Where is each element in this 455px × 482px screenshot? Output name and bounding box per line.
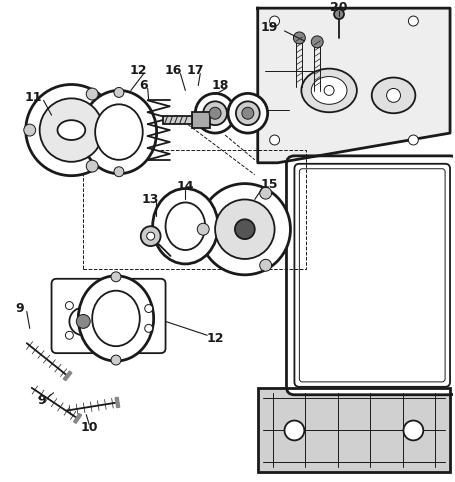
Ellipse shape	[26, 84, 117, 175]
Circle shape	[114, 87, 124, 97]
Text: 16: 16	[165, 64, 182, 77]
Ellipse shape	[81, 91, 157, 174]
Text: 19: 19	[261, 22, 278, 35]
FancyBboxPatch shape	[51, 279, 166, 353]
Circle shape	[324, 85, 334, 95]
Text: 14: 14	[177, 180, 194, 193]
Circle shape	[111, 355, 121, 365]
Text: 10: 10	[81, 421, 98, 434]
Text: 9: 9	[37, 394, 46, 407]
Circle shape	[66, 302, 73, 309]
Circle shape	[387, 89, 400, 102]
Circle shape	[270, 135, 279, 145]
Ellipse shape	[228, 94, 268, 133]
Text: 12: 12	[130, 64, 147, 77]
Bar	[192, 112, 210, 128]
Polygon shape	[258, 388, 450, 472]
Circle shape	[260, 259, 272, 271]
Ellipse shape	[78, 276, 154, 361]
Circle shape	[86, 88, 98, 100]
Circle shape	[141, 226, 161, 246]
Polygon shape	[74, 414, 81, 423]
Text: 6: 6	[139, 79, 148, 92]
Ellipse shape	[236, 101, 260, 125]
Polygon shape	[115, 397, 120, 408]
FancyBboxPatch shape	[287, 156, 455, 395]
Ellipse shape	[199, 184, 290, 275]
Ellipse shape	[166, 202, 205, 250]
Circle shape	[260, 187, 272, 199]
Text: 17: 17	[187, 64, 204, 77]
Text: 9: 9	[15, 302, 24, 315]
Circle shape	[86, 160, 98, 172]
Circle shape	[145, 324, 153, 332]
Circle shape	[66, 331, 73, 339]
Ellipse shape	[372, 78, 415, 113]
FancyBboxPatch shape	[299, 169, 445, 382]
Ellipse shape	[195, 94, 235, 133]
Ellipse shape	[69, 308, 97, 335]
Ellipse shape	[301, 68, 357, 112]
Ellipse shape	[311, 77, 347, 104]
Circle shape	[293, 32, 305, 44]
Circle shape	[284, 420, 304, 441]
Circle shape	[197, 223, 209, 235]
Circle shape	[147, 232, 155, 240]
Circle shape	[111, 272, 121, 282]
Polygon shape	[63, 371, 72, 381]
Text: 20: 20	[330, 0, 348, 13]
Circle shape	[404, 420, 423, 441]
Ellipse shape	[76, 314, 90, 328]
Ellipse shape	[203, 101, 227, 125]
Ellipse shape	[92, 291, 140, 346]
Circle shape	[334, 9, 344, 19]
Circle shape	[235, 219, 255, 239]
Circle shape	[409, 16, 418, 26]
Ellipse shape	[40, 98, 103, 162]
Circle shape	[409, 135, 418, 145]
Text: 12: 12	[207, 332, 224, 345]
Bar	[83, 150, 306, 269]
FancyBboxPatch shape	[294, 164, 450, 387]
Text: 18: 18	[212, 79, 229, 92]
Ellipse shape	[95, 104, 143, 160]
Circle shape	[270, 16, 279, 26]
Ellipse shape	[242, 107, 254, 119]
Circle shape	[114, 167, 124, 177]
Ellipse shape	[153, 188, 218, 264]
Bar	[162, 116, 192, 124]
Polygon shape	[258, 8, 450, 163]
Text: 11: 11	[25, 91, 42, 104]
Circle shape	[311, 36, 323, 48]
Circle shape	[24, 124, 35, 136]
Bar	[258, 388, 450, 472]
Text: 13: 13	[142, 193, 159, 206]
Ellipse shape	[57, 120, 85, 140]
Text: 15: 15	[261, 178, 278, 191]
Circle shape	[145, 305, 153, 312]
Ellipse shape	[215, 200, 274, 259]
Ellipse shape	[209, 107, 221, 119]
